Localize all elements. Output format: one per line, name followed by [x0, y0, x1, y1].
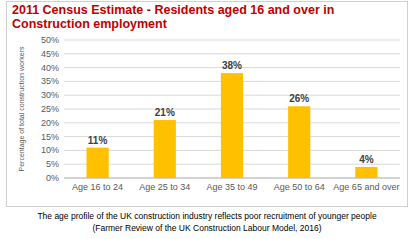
- x-tick-label: Age 65 and over: [333, 182, 399, 192]
- chart-frame: [7, 2, 408, 207]
- title-line: 2011 Census Estimate - Residents aged 16…: [12, 3, 334, 17]
- title-line: Construction employment: [12, 17, 168, 31]
- data-label: 11%: [88, 135, 108, 146]
- y-tick-label: 5%: [46, 159, 59, 169]
- bar: [221, 73, 243, 178]
- y-tick-label: 15%: [41, 132, 59, 142]
- bar: [288, 106, 310, 178]
- y-tick-label: 10%: [41, 145, 59, 155]
- bar: [154, 120, 176, 178]
- y-tick-label: 40%: [41, 63, 59, 73]
- data-label: 38%: [222, 60, 242, 71]
- y-axis-label: Percentage of total construction workers: [18, 46, 26, 171]
- y-tick-label: 25%: [41, 104, 59, 114]
- chart: 2011 Census Estimate - Residents aged 16…: [0, 0, 414, 239]
- x-tick-label: Age 50 to 64: [274, 182, 325, 192]
- y-tick-label: 50%: [41, 35, 59, 45]
- grid-line: [64, 53, 400, 54]
- chart-title: 2011 Census Estimate - Residents aged 16…: [12, 3, 334, 31]
- bar: [355, 167, 377, 178]
- bar: [87, 148, 109, 178]
- grid-line: [64, 40, 400, 41]
- x-tick-label: Age 25 to 34: [139, 182, 190, 192]
- y-tick-label: 35%: [41, 76, 59, 86]
- y-tick-label: 30%: [41, 90, 59, 100]
- caption: The age profile of the UK construction i…: [37, 211, 377, 221]
- y-tick-label: 45%: [41, 49, 59, 59]
- data-label: 26%: [289, 93, 309, 104]
- y-tick-label: 20%: [41, 118, 59, 128]
- data-label: 4%: [359, 154, 374, 165]
- x-tick-label: Age 16 to 24: [72, 182, 123, 192]
- caption: (Farmer Review of the UK Construction La…: [92, 223, 321, 233]
- y-tick-label: 0%: [46, 173, 59, 183]
- data-label: 21%: [155, 107, 175, 118]
- x-tick-label: Age 35 to 49: [206, 182, 257, 192]
